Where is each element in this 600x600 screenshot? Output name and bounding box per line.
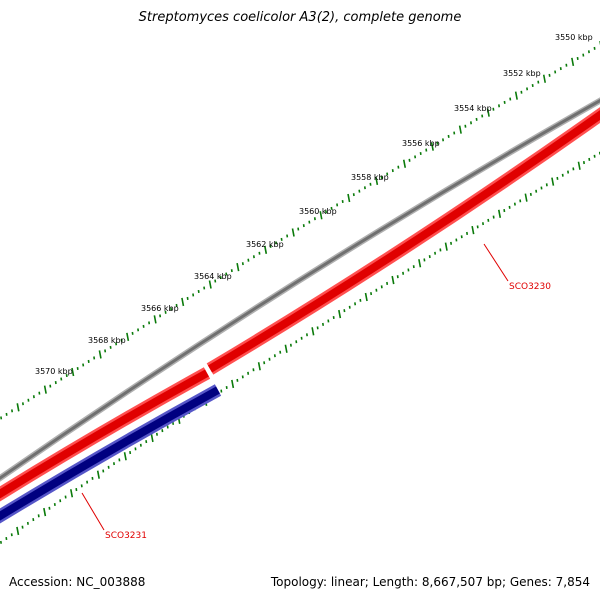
major-tick [43, 507, 47, 517]
major-tick [208, 280, 212, 289]
major-tick [514, 91, 518, 100]
major-tick [542, 74, 547, 83]
sco3230-label[interactable]: SCO3230 [509, 282, 551, 292]
genome-summary-text: Topology: linear; Length: 8,667,507 bp; … [270, 575, 590, 589]
tick-label: 3554 kbp [454, 104, 492, 113]
major-tick [347, 193, 351, 203]
tick-label: 3550 kbp [555, 33, 593, 42]
gene-sco3230-core [207, 110, 600, 373]
major-tick [311, 327, 315, 336]
accession-text: Accession: NC_003888 [9, 575, 146, 589]
sco3231-label[interactable]: SCO3231 [105, 531, 147, 541]
major-tick [375, 176, 379, 186]
tick-label: 3568 kbp [88, 336, 126, 345]
major-tick [571, 57, 575, 66]
major-tick [551, 177, 555, 186]
major-tick [43, 385, 47, 394]
tick-label: 3560 kbp [299, 207, 337, 216]
tick-label: 3552 kbp [503, 69, 541, 78]
major-tick [71, 367, 75, 377]
major-tick [418, 259, 422, 268]
major-tick [153, 315, 157, 324]
gene-forward-left-core [0, 369, 209, 499]
major-tick [497, 209, 502, 218]
major-tick [364, 292, 368, 302]
major-tick [486, 108, 490, 117]
tick-label: 3558 kbp [351, 173, 389, 182]
major-tick [181, 297, 185, 307]
major-tick [231, 379, 235, 389]
tick-label: 3556 kbp [402, 139, 440, 148]
sco3230-label-line [483, 243, 509, 282]
major-tick [338, 309, 342, 319]
major-tick [16, 526, 20, 536]
gene-sco3231-core [0, 386, 220, 521]
major-tick [96, 470, 100, 479]
major-tick [444, 242, 448, 251]
major-tick [471, 226, 475, 235]
major-tick [391, 275, 395, 285]
major-tick [291, 228, 295, 237]
major-tick [577, 161, 581, 170]
major-tick [284, 344, 288, 353]
major-tick [69, 489, 74, 498]
major-tick [524, 193, 528, 202]
major-tick [98, 350, 102, 359]
major-tick [123, 452, 127, 461]
sco3231-label-line [81, 492, 105, 531]
tick-label: 3566 kbp [141, 304, 179, 313]
tick-label: 3564 kbp [194, 272, 232, 281]
tick-labels: 3550 kbp 3552 kbp 3554 kbp 3556 kbp 3558… [35, 33, 593, 376]
genome-backbone-core [0, 98, 600, 480]
map-title: Streptomyces coelicolor A3(2), complete … [138, 10, 462, 25]
major-tick [264, 245, 268, 254]
major-tick [150, 433, 154, 443]
major-tick [257, 362, 261, 371]
tick-label: 3570 kbp [35, 367, 73, 376]
major-tick [16, 403, 20, 412]
major-tick [236, 262, 240, 272]
outer-tick-ring [0, 41, 600, 420]
major-tick [402, 159, 407, 168]
tick-label: 3562 kbp [246, 240, 284, 249]
major-tick [319, 211, 323, 220]
major-tick [126, 332, 130, 342]
major-tick [458, 125, 462, 134]
major-tick [430, 142, 434, 151]
